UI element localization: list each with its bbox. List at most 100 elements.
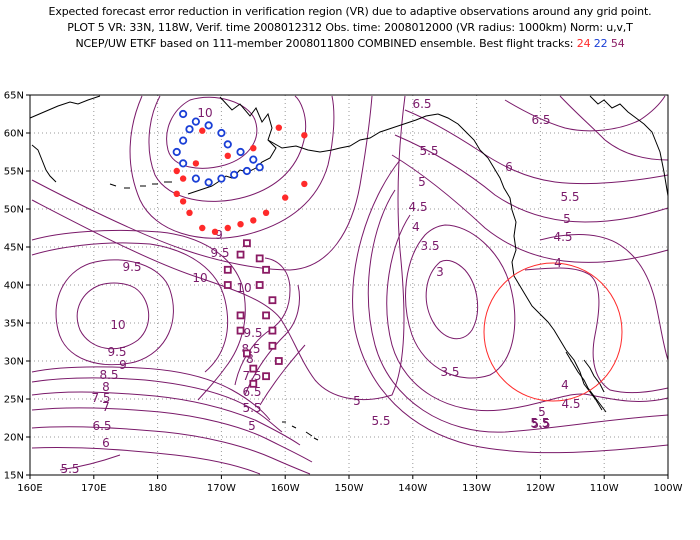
contour-label: 9 [215,228,223,242]
track-24-point [173,190,180,197]
track-54-point [223,265,232,274]
track-54-label: 54 [610,37,625,50]
lon-tick-label: 170E [81,483,106,494]
track-54-point [255,254,264,263]
lon-tick-label: 160W [271,483,300,494]
contour-label: 8 [102,380,110,394]
contour-line [148,95,307,202]
track-54-point [268,326,277,335]
contour-line [504,95,666,132]
track-24-point [211,228,219,235]
contour-line [31,407,313,463]
track-54-point [274,357,283,365]
track-54-point [262,311,270,320]
alaska-coastline [267,113,439,153]
contour-line [559,95,669,161]
map-titles: Expected forecast error reduction in ver… [0,4,700,52]
contour-label: 8.5 [99,368,118,382]
title-line-3-prefix: NCEP/UW ETKF based on 111-member 2008011… [75,37,574,50]
contour-label: 4.5 [561,397,580,411]
lat-tick-label: 50N [4,205,24,216]
lon-tick-label: 110W [590,483,619,494]
lat-tick-label: 55N [4,167,24,178]
lat-tick-label: 15N [4,471,24,482]
gulf-coastline [583,359,605,393]
aleutian-islands [109,181,172,189]
contour-label: 3.5 [420,239,439,253]
lat-tick-label: 30N [4,357,24,368]
contour-line [367,189,669,433]
contour-label: 5.5 [371,414,390,428]
verification-region-circle [483,262,623,402]
contour-label: 7.5 [91,391,110,405]
track-22-point [236,147,245,157]
contour-label-layer: 106.56.565.55.5554.54.5443.5399.59.51010… [60,97,580,476]
contour-line [31,426,311,475]
track-24-point [199,224,206,232]
lon-tick-label: 130W [462,483,491,494]
alaska-coastline [187,185,213,195]
contour-label: 9.5 [243,326,262,340]
contour-label: 5.5 [419,144,438,158]
track-54-point [236,311,245,320]
contour-line [31,366,271,421]
arctic-coastline [589,95,669,197]
track-24-point [179,198,187,205]
contour-label: 9.5 [122,260,141,274]
contour-label: 6 [505,160,513,174]
track-22-point [179,136,188,145]
contour-label: 5 [248,419,256,433]
contour-line [31,391,301,446]
contour-label: 8 [246,352,254,366]
contour-label: 10 [197,106,212,120]
contour-line [405,224,516,379]
coastlines [29,95,669,441]
contour-line [31,446,261,475]
contour-label: 6.5 [531,113,550,127]
contour-label: 5 [563,212,571,226]
track-54-point [249,379,258,388]
contour-label: 6 [102,436,110,450]
lat-tick-label: 20N [4,433,24,444]
track-54-point [223,281,232,289]
contour-label: 6.5 [242,385,261,399]
lat-tick-label: 60N [4,129,24,140]
contour-line [259,344,306,406]
contour-label: 5.5 [560,190,579,204]
alaska-coastline [29,95,101,119]
contour-label: 5.5 [531,417,550,431]
track-54-point [255,281,264,289]
contour-label: 4.5 [553,230,572,244]
lon-tick-label: 160E [17,483,42,494]
track-22-point [249,155,258,164]
track-22-label: 22 [593,37,608,50]
canada-coastline [437,113,603,411]
track-22-point [179,159,188,168]
track-22-point [179,109,188,119]
track-22-point [185,125,194,134]
track-24-point [282,194,289,201]
track-22-point [172,147,181,157]
contour-label: 5 [538,405,546,419]
contour-label: 3 [436,265,444,279]
track-24-point [262,209,270,216]
track-24-point [179,175,187,182]
contour-label: 10 [236,281,251,295]
lon-tick-label: 140W [398,483,427,494]
track-24-point [275,124,283,131]
contour-label: 4.5 [408,200,427,214]
baja-coastline [565,351,607,413]
track-22-point [217,174,226,183]
contour-label: 5 [418,175,426,189]
contour-line [31,95,406,401]
contour-label: 5.5 [530,416,549,430]
contour-line [31,242,229,373]
track-22-point [217,128,226,138]
contour-line [244,284,300,396]
title-line-2: PLOT 5 VR: 33N, 118W, Verif. time 200801… [67,21,633,34]
track-24-point [301,180,308,188]
contour-label: 6.5 [412,97,431,111]
contour-label: 5.5 [242,401,261,415]
track-54-point [249,364,258,373]
